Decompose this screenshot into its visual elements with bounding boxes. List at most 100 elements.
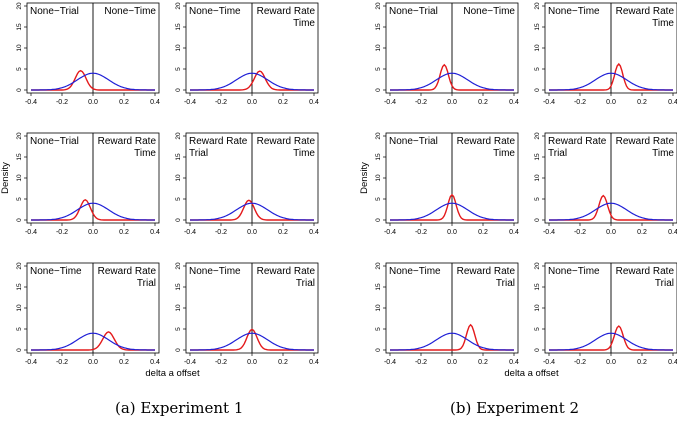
x-tick-label: 0.4 [309, 229, 319, 236]
condition-label-left: None−Time [189, 6, 241, 17]
y-tick-label: 0 [534, 348, 541, 352]
x-tick-label: 0.4 [509, 359, 519, 366]
y-tick-label: 15 [16, 153, 23, 161]
condition-label-left: None−Trial [389, 136, 438, 147]
prior-density-line [549, 202, 673, 221]
y-tick-label: 15 [375, 23, 382, 31]
condition-label-right: Trial [655, 278, 674, 289]
x-tick-label: -0.2 [574, 229, 586, 236]
condition-label-right: Time [293, 18, 315, 29]
y-tick-label: 10 [16, 174, 23, 182]
x-tick-label: -0.2 [415, 359, 427, 366]
y-tick-label: 20 [175, 262, 182, 270]
x-tick-label: 0.0 [88, 99, 98, 106]
x-tick-label: 0.0 [88, 229, 98, 236]
x-tick-label: 0.4 [668, 229, 677, 236]
x-tick-label: -0.4 [25, 229, 37, 236]
x-tick-label: -0.4 [25, 359, 37, 366]
condition-label-left: Reward Rate [189, 136, 248, 147]
y-tick-label: 5 [16, 197, 23, 201]
prior-density-line [31, 72, 155, 91]
x-tick-label: 0.4 [668, 99, 677, 106]
condition-label-left: None−Time [189, 266, 241, 277]
y-tick-label: 10 [375, 44, 382, 52]
y-tick-label: 20 [534, 2, 541, 10]
y-tick-label: 15 [175, 153, 182, 161]
x-tick-label: 0.4 [150, 229, 160, 236]
condition-label-right: Trial [496, 278, 515, 289]
x-tick-label: 0.0 [447, 229, 457, 236]
y-tick-label: 5 [175, 197, 182, 201]
x-tick-label: 0.4 [150, 99, 160, 106]
x-tick-label: 0.2 [478, 99, 488, 106]
x-tick-label: 0.0 [88, 359, 98, 366]
x-tick-label: -0.2 [415, 229, 427, 236]
y-tick-label: 20 [375, 132, 382, 140]
y-tick-label: 20 [16, 132, 23, 140]
y-tick-label: 0 [175, 348, 182, 352]
panel-e2-r2-c1: 0 5 10 15 20 -0.4 -0.2 0.0 0.2 0.4 None−Trial Rewar… [375, 132, 519, 236]
x-tick-label: -0.4 [25, 99, 37, 106]
x-tick-label: -0.4 [184, 99, 196, 106]
y-tick-label: 15 [534, 153, 541, 161]
panel-e1-r3-c2: 0 5 10 15 20 -0.4 -0.2 0.0 0.2 0.4 None−Time Reward… [175, 262, 319, 366]
y-tick-label: 5 [175, 67, 182, 71]
condition-label-right: None−Time [463, 6, 515, 17]
x-tick-label: -0.4 [184, 359, 196, 366]
condition-label-right: Reward Rate [257, 266, 316, 277]
y-tick-label: 20 [16, 262, 23, 270]
x-tick-label: -0.2 [56, 229, 68, 236]
condition-label-right: Reward Rate [457, 266, 516, 277]
x-tick-label: -0.2 [56, 99, 68, 106]
y-tick-label: 15 [16, 283, 23, 291]
prior-density-line [390, 202, 514, 221]
y-tick-label: 0 [534, 88, 541, 92]
x-tick-label: 0.0 [247, 99, 257, 106]
x-tick-label: -0.4 [384, 99, 396, 106]
y-tick-label: 0 [16, 218, 23, 222]
condition-label-right: Trial [137, 278, 156, 289]
panel-e1-r3-c1: 0 5 10 15 20 -0.4 -0.2 0.0 0.2 0.4 None−Time Reward… [16, 262, 160, 366]
x-tick-label: -0.4 [543, 359, 555, 366]
y-tick-label: 15 [175, 23, 182, 31]
y-tick-label: 10 [16, 304, 23, 312]
y-tick-label: 15 [534, 23, 541, 31]
condition-label-left: None−Time [389, 266, 441, 277]
condition-label-right: Reward Rate [616, 136, 675, 147]
prior-density-line [190, 202, 314, 221]
y-tick-label: 5 [375, 327, 382, 331]
prior-density-line [190, 72, 314, 91]
y-tick-label: 20 [175, 132, 182, 140]
condition-label-right: Time [652, 148, 674, 159]
y-tick-label: 10 [534, 304, 541, 312]
y-tick-label: 15 [375, 283, 382, 291]
condition-label-left: None−Time [30, 266, 82, 277]
x-tick-label: 0.4 [668, 359, 677, 366]
prior-density-line [549, 72, 673, 91]
y-tick-label: 10 [534, 174, 541, 182]
y-tick-label: 10 [375, 304, 382, 312]
x-axis-title: delta a offset [504, 368, 559, 379]
y-tick-label: 5 [375, 67, 382, 71]
panel-e2-r1-c1: 0 5 10 15 20 -0.4 -0.2 0.0 0.2 0.4 None−Trial None−… [375, 2, 519, 106]
y-tick-label: 10 [16, 44, 23, 52]
y-tick-label: 5 [534, 197, 541, 201]
condition-label-right: Reward Rate [616, 6, 675, 17]
x-tick-label: 0.0 [247, 359, 257, 366]
y-tick-label: 10 [175, 304, 182, 312]
x-tick-label: 0.4 [150, 359, 160, 366]
y-tick-label: 5 [16, 67, 23, 71]
condition-label-right: Time [293, 148, 315, 159]
x-tick-label: 0.2 [637, 229, 647, 236]
x-tick-label: -0.2 [215, 99, 227, 106]
y-tick-label: 5 [16, 327, 23, 331]
prior-density-line [31, 202, 155, 221]
y-axis-title: Density [0, 162, 11, 194]
y-tick-label: 20 [175, 2, 182, 10]
x-tick-label: 0.4 [309, 359, 319, 366]
condition-label-left: Trial [189, 148, 208, 159]
y-tick-label: 10 [175, 44, 182, 52]
y-tick-label: 10 [175, 174, 182, 182]
condition-label-right: Time [652, 18, 674, 29]
